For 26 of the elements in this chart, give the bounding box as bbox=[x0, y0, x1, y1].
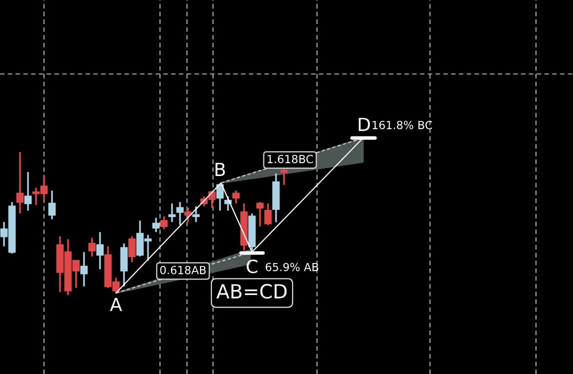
candlestick bbox=[16, 151, 24, 214]
annotation: 1.618BC bbox=[268, 154, 313, 164]
annotation: C bbox=[246, 260, 258, 274]
text: D bbox=[358, 118, 370, 131]
text: A bbox=[110, 298, 122, 311]
candlestick bbox=[192, 206, 200, 223]
text: 161.8% BC bbox=[372, 120, 432, 130]
annotation: AB=CD bbox=[216, 284, 287, 299]
candlestick bbox=[88, 236, 96, 258]
candlestick bbox=[232, 190, 240, 204]
candlestick bbox=[256, 201, 264, 228]
candlestick bbox=[80, 251, 88, 288]
candlestick bbox=[280, 168, 288, 186]
candlestick bbox=[176, 201, 184, 226]
candlestick bbox=[168, 202, 176, 223]
candlestick bbox=[96, 231, 104, 270]
candlestick bbox=[48, 190, 56, 220]
candlestick bbox=[120, 242, 128, 288]
candlestick bbox=[152, 216, 160, 233]
candlestick bbox=[24, 171, 32, 212]
candlestick bbox=[128, 236, 136, 263]
annotation: B bbox=[216, 162, 225, 176]
annotation: 65.9% AB bbox=[266, 262, 318, 272]
candlestick bbox=[160, 216, 168, 230]
candlestick bbox=[264, 202, 272, 226]
annotation: 0.618AB bbox=[160, 266, 206, 274]
